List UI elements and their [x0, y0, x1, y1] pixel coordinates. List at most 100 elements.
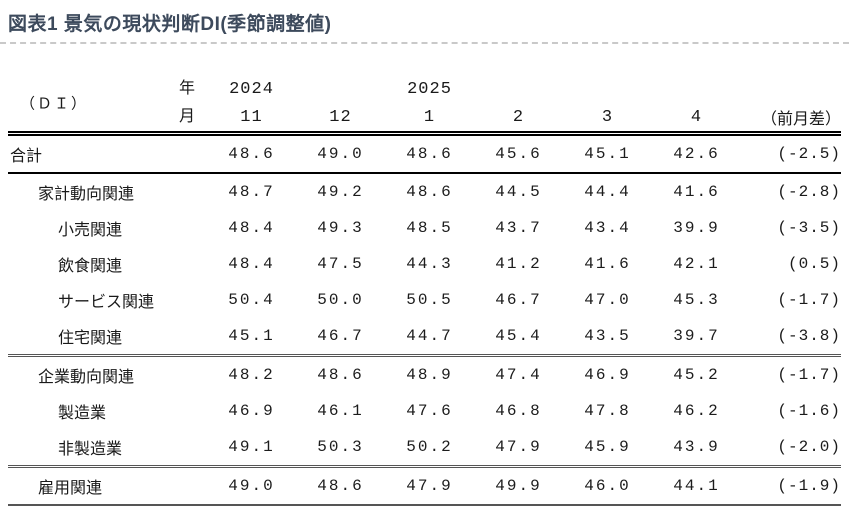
di-value: 39.9 [673, 219, 720, 237]
di-value: 48.9 [406, 366, 453, 384]
row-label: 雇用関連 [8, 466, 207, 506]
di-table-container: （ＤＩ） 年 月 2024 2025 11 12 1 2 3 4 （前月差） 合計 48.6 49… [8, 75, 841, 506]
di-value: 42.6 [652, 133, 741, 174]
month-axis-label: 月 [178, 108, 195, 125]
di-value: 45.3 [673, 291, 720, 309]
di-value: 50.4 [228, 291, 275, 309]
table-row: 住宅関連 45.1 46.7 44.7 45.4 43.5 39.7 (-3.8) [8, 318, 841, 357]
table-row: 飲食関連 48.4 47.5 44.3 41.2 41.6 42.1 (0.5) [8, 246, 841, 282]
table-row: サービス関連 50.4 50.0 50.5 46.7 47.0 45.3 (-1.7) [8, 282, 841, 318]
table-row: 雇用関連 49.0 48.6 47.9 49.9 46.0 44.1 (-1.9) [8, 466, 841, 506]
di-value: 44.4 [584, 183, 631, 201]
table-row: 小売関連 48.4 49.3 48.5 43.7 43.4 39.9 (-3.5) [8, 210, 841, 246]
diff-header: （前月差） [741, 103, 841, 136]
month-cell: 2 [474, 103, 563, 136]
diff-value: (-3.8) [741, 318, 841, 357]
year-cell [652, 75, 741, 103]
table-row: 合計 48.6 49.0 48.6 45.6 45.1 42.6 (-2.5) [8, 133, 841, 174]
di-value: 44.3 [406, 255, 453, 273]
di-value: 46.9 [584, 366, 631, 384]
diff-value: (-2.0) [741, 429, 841, 468]
di-value: 43.4 [584, 219, 631, 237]
di-value: 45.6 [474, 133, 563, 174]
dashed-divider [0, 42, 849, 44]
di-value: 45.9 [563, 429, 652, 468]
diff-value: (-1.9) [741, 466, 841, 506]
di-value: 48.4 [228, 255, 275, 273]
di-value: 41.6 [584, 255, 631, 273]
di-value: 46.0 [563, 466, 652, 506]
di-value: 39.7 [652, 318, 741, 357]
di-value: 48.6 [406, 183, 453, 201]
di-value: 47.5 [317, 255, 364, 273]
di-value: 47.6 [406, 402, 453, 420]
di-value: 45.1 [207, 318, 296, 357]
year-cell: 2025 [407, 79, 452, 99]
row-label: 製造業 [58, 405, 107, 422]
diff-value: (-1.6) [777, 402, 841, 420]
di-value: 48.6 [296, 466, 385, 506]
row-label: 非製造業 [8, 429, 207, 468]
di-value: 46.7 [495, 291, 542, 309]
year-cell [296, 75, 385, 103]
di-value: 48.2 [228, 366, 275, 384]
di-value: 47.4 [495, 366, 542, 384]
di-value: 44.5 [495, 183, 542, 201]
di-value: 41.6 [673, 183, 720, 201]
di-value: 45.4 [474, 318, 563, 357]
di-value: 49.0 [207, 466, 296, 506]
di-value: 49.9 [474, 466, 563, 506]
di-table: （ＤＩ） 年 月 2024 2025 11 12 1 2 3 4 （前月差） 合計 48.6 49… [8, 75, 841, 506]
diff-value: (-1.7) [777, 291, 841, 309]
di-value: 50.3 [296, 429, 385, 468]
di-table-body: 合計 48.6 49.0 48.6 45.6 45.1 42.6 (-2.5) 家計動向関連 48… [8, 133, 841, 506]
di-value: 46.2 [673, 402, 720, 420]
di-value: 49.0 [296, 133, 385, 174]
di-value: 48.5 [406, 219, 453, 237]
row-label: 住宅関連 [8, 318, 207, 357]
diff-value: (-3.5) [777, 219, 841, 237]
di-value: 44.7 [385, 318, 474, 357]
di-value: 43.7 [495, 219, 542, 237]
di-value: 48.6 [385, 133, 474, 174]
di-value: 43.9 [652, 429, 741, 468]
di-value: 41.2 [495, 255, 542, 273]
di-value: 47.0 [584, 291, 631, 309]
row-label: 小売関連 [58, 222, 123, 239]
di-value: 49.2 [317, 183, 364, 201]
month-cell: 11 [207, 103, 296, 136]
di-value: 44.1 [652, 466, 741, 506]
year-axis-label: 年 [178, 80, 195, 97]
di-value: 50.2 [385, 429, 474, 468]
di-value: 46.7 [296, 318, 385, 357]
di-value: 48.4 [228, 219, 275, 237]
year-row-spacer [741, 75, 841, 103]
figure-title: 図表1 景気の現状判断DI(季節調整値) [8, 14, 332, 35]
diff-value: (-2.8) [777, 183, 841, 201]
table-row: 製造業 46.9 46.1 47.6 46.8 47.8 46.2 (-1.6) [8, 393, 841, 429]
row-label: サービス関連 [58, 294, 155, 311]
row-label: 合計 [8, 133, 207, 174]
row-label: 企業動向関連 [38, 369, 135, 386]
di-value: 47.8 [584, 402, 631, 420]
year-cell: 2024 [229, 79, 274, 99]
diff-value: (-2.5) [741, 133, 841, 174]
corner-header-cell: （ＤＩ） 年 月 [8, 75, 207, 136]
di-value: 46.9 [228, 402, 275, 420]
year-cell [474, 75, 563, 103]
di-value: 48.6 [317, 366, 364, 384]
month-cell: 1 [385, 103, 474, 136]
month-header-row: 11 12 1 2 3 4 （前月差） [8, 103, 841, 136]
table-row: 企業動向関連 48.2 48.6 48.9 47.4 46.9 45.2 (-1.7) [8, 356, 841, 394]
di-value: 46.1 [317, 402, 364, 420]
table-row: 家計動向関連 48.7 49.2 48.6 44.5 44.4 41.6 (-2.8) [8, 173, 841, 210]
diff-value: (0.5) [787, 255, 841, 273]
month-cell: 12 [296, 103, 385, 136]
year-cell [563, 75, 652, 103]
di-value: 47.9 [385, 466, 474, 506]
di-value: 50.0 [317, 291, 364, 309]
di-value: 45.1 [563, 133, 652, 174]
table-row: 非製造業 49.1 50.3 50.2 47.9 45.9 43.9 (-2.0) [8, 429, 841, 468]
row-label: 家計動向関連 [38, 186, 135, 203]
